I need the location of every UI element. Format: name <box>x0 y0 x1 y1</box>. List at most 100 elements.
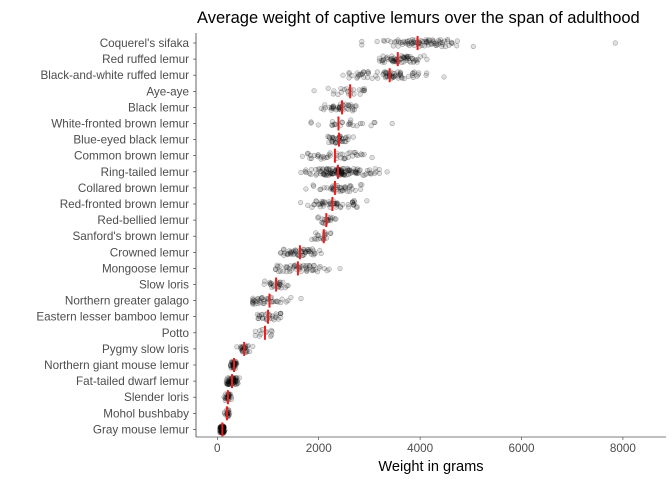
data-point <box>329 168 335 175</box>
data-point <box>338 151 344 157</box>
data-point <box>293 248 299 254</box>
data-point <box>343 86 350 92</box>
data-point <box>315 166 321 172</box>
data-point <box>445 37 451 43</box>
data-point <box>369 75 375 81</box>
data-point <box>409 72 415 79</box>
data-point <box>255 296 261 302</box>
data-point <box>350 106 356 112</box>
data-point <box>381 59 388 65</box>
data-point <box>412 57 418 63</box>
data-point <box>312 267 318 273</box>
data-point <box>328 104 334 110</box>
category-label: Northern giant mouse lemur <box>44 359 189 372</box>
data-point <box>406 37 412 44</box>
data-point <box>277 281 283 288</box>
data-point <box>341 184 347 190</box>
category-label: Blue-eyed black lemur <box>73 134 189 147</box>
data-point <box>281 247 287 253</box>
data-point <box>278 314 284 321</box>
data-point <box>393 38 399 44</box>
data-point <box>361 172 367 178</box>
data-point <box>329 122 335 128</box>
data-point <box>291 248 297 254</box>
data-point <box>318 168 324 175</box>
data-point <box>273 266 279 272</box>
data-point <box>407 59 413 65</box>
data-point <box>414 73 420 79</box>
data-point <box>261 299 267 305</box>
data-point <box>274 262 280 268</box>
data-point <box>256 313 262 319</box>
data-point <box>326 152 332 158</box>
data-point <box>344 105 350 111</box>
data-point <box>252 332 258 339</box>
data-point <box>313 236 319 242</box>
data-point <box>346 71 352 77</box>
data-point <box>227 363 234 369</box>
data-point <box>320 171 326 177</box>
data-point <box>375 75 381 81</box>
data-point <box>398 72 404 79</box>
data-point <box>330 106 337 112</box>
data-point <box>359 42 365 48</box>
data-point <box>306 248 312 254</box>
data-point <box>339 188 345 194</box>
data-point <box>470 43 476 49</box>
data-point <box>354 70 360 76</box>
data-point <box>445 38 451 44</box>
data-point <box>279 296 285 302</box>
data-point <box>313 230 319 236</box>
data-point <box>380 57 387 63</box>
data-point <box>319 216 325 222</box>
data-point <box>323 172 329 178</box>
data-point <box>395 69 401 75</box>
data-point <box>338 89 344 95</box>
data-point <box>397 71 404 77</box>
data-point <box>224 381 231 387</box>
data-point <box>315 153 321 160</box>
data-point <box>250 297 257 303</box>
data-point <box>379 58 385 64</box>
data-point <box>417 54 423 60</box>
data-point <box>311 248 317 254</box>
data-point <box>288 248 294 254</box>
data-point <box>353 103 359 109</box>
data-point <box>396 39 402 45</box>
data-point <box>327 171 333 177</box>
data-point <box>304 151 311 157</box>
data-point <box>325 170 331 176</box>
data-point <box>364 69 370 75</box>
data-point <box>335 91 341 97</box>
data-point <box>359 71 365 77</box>
data-point <box>278 310 284 316</box>
data-point <box>342 138 348 145</box>
data-point <box>307 247 313 253</box>
category-label: Common brown lemur <box>74 150 189 163</box>
data-point <box>301 251 307 257</box>
data-point <box>350 199 356 205</box>
data-point <box>339 171 345 177</box>
data-point <box>326 199 332 205</box>
data-point <box>303 186 309 192</box>
data-point <box>260 316 266 322</box>
data-point <box>256 333 262 339</box>
data-point <box>410 59 416 65</box>
data-point <box>289 250 296 256</box>
data-point <box>384 54 390 60</box>
data-point <box>433 42 439 48</box>
data-point <box>224 381 231 387</box>
data-point <box>350 202 357 208</box>
data-point <box>325 154 331 160</box>
data-point <box>250 343 256 349</box>
data-point <box>395 73 401 79</box>
data-point <box>269 332 275 338</box>
data-point <box>277 281 283 288</box>
data-point <box>337 204 343 210</box>
data-point <box>271 317 277 323</box>
data-point <box>349 199 356 205</box>
data-point <box>439 43 445 50</box>
category-label: Eastern lesser bamboo lemur <box>36 311 189 324</box>
data-point <box>250 299 256 305</box>
data-point <box>257 328 263 334</box>
